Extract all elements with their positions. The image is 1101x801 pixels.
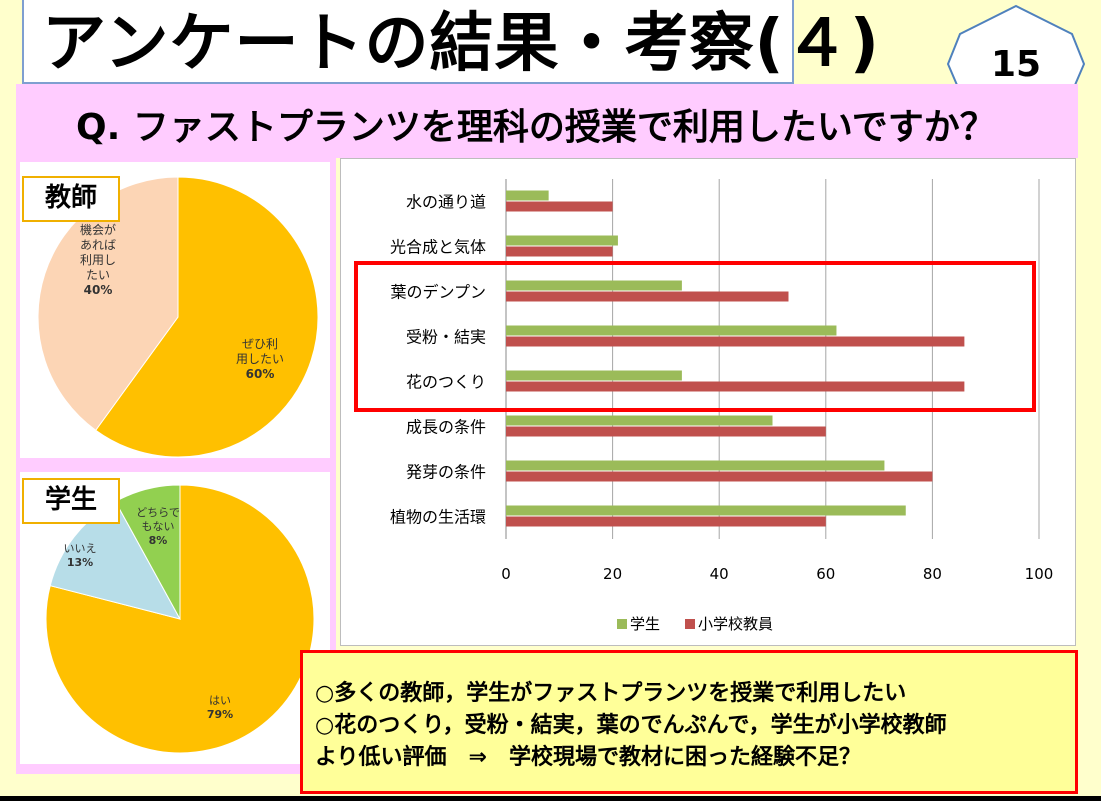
category-label: 葉のデンプン bbox=[390, 283, 486, 302]
bar bbox=[506, 461, 884, 471]
bar bbox=[506, 472, 932, 482]
question-text: Q. ファストプランツを理科の授業で利用したいですか？ bbox=[76, 104, 996, 152]
teacher-label: 教師 bbox=[22, 176, 120, 222]
pie-slice-label: あれば bbox=[80, 238, 116, 252]
category-label: 花のつくり bbox=[406, 373, 486, 392]
pie-slice-label: いいえ bbox=[64, 542, 97, 555]
slide-title: アンケートの結果・考察(４) bbox=[42, 6, 880, 82]
pie-slice-label: 用したい bbox=[236, 352, 284, 366]
pie-slice-label: たい bbox=[86, 268, 110, 282]
bar bbox=[506, 371, 682, 381]
pie-slice-label: はい bbox=[209, 694, 231, 707]
bar bbox=[506, 337, 964, 347]
bar bbox=[506, 416, 773, 426]
category-label: 発芽の条件 bbox=[406, 463, 486, 482]
pie-slice-label: 60% bbox=[246, 367, 275, 381]
x-tick-label: 100 bbox=[1025, 565, 1054, 583]
bar bbox=[506, 236, 618, 246]
pie-slice-label: どちらで bbox=[136, 506, 180, 519]
x-tick-label: 0 bbox=[501, 565, 511, 583]
pie-slice-label: 13% bbox=[67, 556, 93, 569]
bar-chart: 0 20 40 60 80 100 水の通り道光合成と気体葉のデンプン受粉・結実花のつくり成… bbox=[341, 159, 1077, 647]
x-tick-label: 80 bbox=[923, 565, 942, 583]
pie-slice-label: 40% bbox=[84, 283, 113, 297]
conclusion-line-1: ○多くの教師，学生がファストプランツを授業で利用したい bbox=[315, 679, 906, 709]
legend-label: 学生 bbox=[630, 615, 660, 633]
x-tick-label: 60 bbox=[816, 565, 835, 583]
legend-swatch bbox=[685, 619, 695, 629]
bar bbox=[506, 202, 613, 212]
category-label: 成長の条件 bbox=[406, 418, 486, 437]
bar bbox=[506, 427, 826, 437]
pie-slice-label: もない bbox=[142, 520, 175, 533]
legend-label: 小学校教員 bbox=[698, 615, 773, 633]
bar bbox=[506, 281, 682, 291]
pie-slice-label: ぜひ利 bbox=[242, 337, 278, 351]
category-label: 受粉・結実 bbox=[406, 328, 486, 347]
page-number: 15 bbox=[991, 44, 1041, 85]
bar bbox=[506, 506, 906, 516]
category-label: 光合成と気体 bbox=[390, 238, 486, 257]
bar bbox=[506, 382, 964, 392]
conclusion-line-2: ○花のつくり，受粉・結実，葉のでんぷんで，学生が小学校教師 bbox=[315, 711, 947, 741]
pie-slice-label: 8% bbox=[149, 534, 168, 547]
category-label: 植物の生活環 bbox=[390, 508, 486, 527]
bar bbox=[506, 292, 788, 302]
pie-slice-label: 機会が bbox=[80, 222, 116, 237]
legend-swatch bbox=[617, 619, 627, 629]
x-tick-label: 40 bbox=[710, 565, 729, 583]
x-tick-label: 20 bbox=[603, 565, 622, 583]
student-label: 学生 bbox=[22, 478, 120, 524]
bar bbox=[506, 326, 836, 336]
conclusion-box: ○多くの教師，学生がファストプランツを授業で利用したい ○花のつくり，受粉・結実… bbox=[300, 650, 1078, 794]
pie-slice-label: 79% bbox=[207, 708, 233, 721]
bar bbox=[506, 517, 826, 527]
bar-chart-panel: 0 20 40 60 80 100 水の通り道光合成と気体 葉のデンプン受粉・結実花のつくり成… bbox=[340, 158, 1076, 646]
category-label: 水の通り道 bbox=[406, 193, 486, 212]
conclusion-line-3: より低い評価 ⇒ 学校現場で教材に困った経験不足？ bbox=[315, 743, 861, 773]
bar bbox=[506, 247, 613, 257]
bar bbox=[506, 191, 549, 201]
bottom-rule bbox=[0, 796, 1101, 801]
pie-slice-label: 利用し bbox=[80, 253, 116, 267]
